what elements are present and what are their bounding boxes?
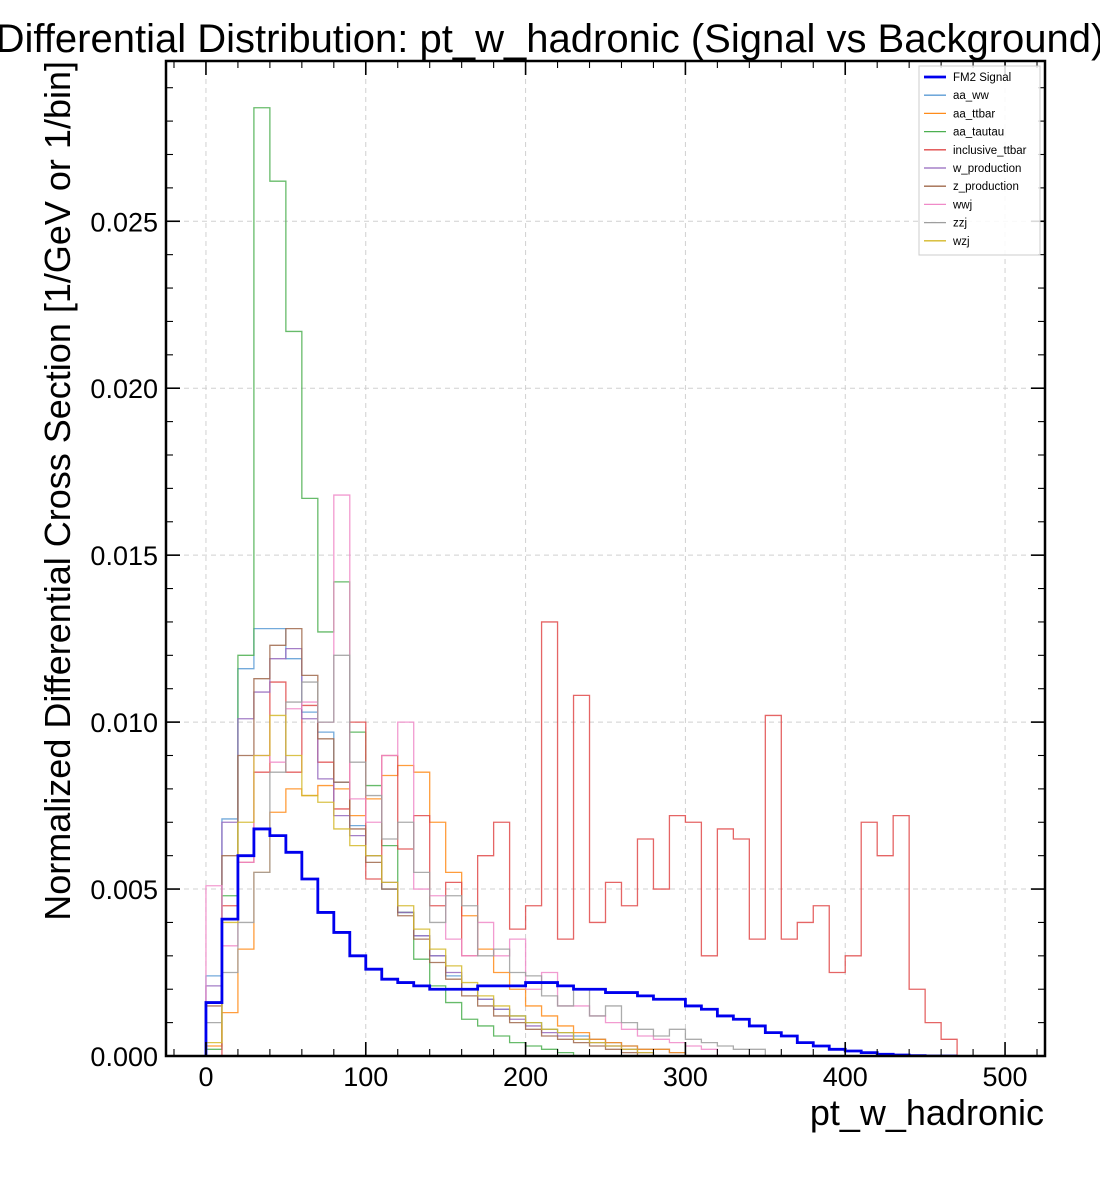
legend-label: aa_ww [953,90,989,102]
legend-label: wwj [952,199,972,211]
series-aa-ttbar-line [205,764,687,1056]
axis-ticks [166,61,1045,1057]
legend-label: aa_tautau [953,127,1004,139]
series-fm2-signal-line [204,827,958,1056]
series-lines [204,107,958,1056]
legend-box [918,65,1041,256]
plot-frame [164,59,1047,1058]
legend-label: inclusive_ttbar [953,145,1027,157]
legend-label: z_production [953,181,1019,193]
series-z-production-line [205,627,639,1056]
x-tick-label: 500 [983,1062,1028,1092]
x-tick-label: 100 [343,1062,388,1092]
x-tick-label: 400 [823,1062,868,1092]
y-axis-label: Normalized Differential Cross Section [1… [37,61,78,921]
x-tick-label: 300 [663,1062,708,1092]
legend-label: wzj [952,236,970,248]
series-zzj-line [205,654,766,1056]
legend: FM2 Signal aa_ww aa_ttbar aa_tautau inclusiv… [918,65,1041,256]
y-tick-labels: 0.000 0.005 0.010 0.015 0.020 0.025 [90,207,158,1072]
y-tick-label: 0.000 [90,1042,158,1072]
y-tick-label: 0.020 [90,374,158,404]
legend-label: w_production [952,163,1021,175]
y-tick-label: 0.025 [90,207,158,237]
y-tick-label: 0.015 [90,541,158,571]
x-tick-labels: 0 100 200 300 400 500 [198,1062,1027,1092]
legend-label: aa_ttbar [953,108,995,120]
x-tick-label: 200 [503,1062,548,1092]
series-inclusive-ttbar-line [205,621,958,1056]
y-tick-label: 0.010 [90,708,158,738]
series-aa-tautau-line [205,107,575,1056]
x-tick-label: 0 [198,1062,213,1092]
chart-title: Differential Distribution: pt_w_hadronic… [0,17,1100,61]
y-tick-label: 0.005 [90,875,158,905]
x-axis-label: pt_w_hadronic [810,1092,1044,1133]
legend-label: zzj [953,218,967,230]
legend-label: FM2 Signal [953,72,1011,84]
series-wzj-line [205,714,655,1056]
